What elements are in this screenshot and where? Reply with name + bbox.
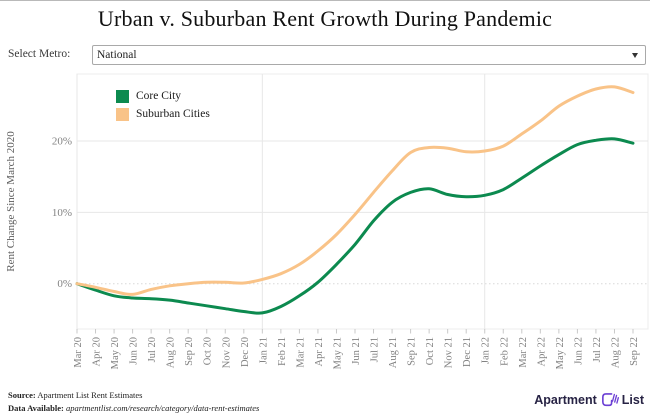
legend-item-core-city: Core City bbox=[116, 87, 210, 105]
x-tick-label: Sep 21 bbox=[407, 337, 418, 366]
x-tick-label: Aug 20 bbox=[166, 337, 177, 368]
source-label: Source: bbox=[8, 390, 36, 400]
chart-legend: Core City Suburban Cities bbox=[116, 87, 210, 123]
x-tick-label: Feb 21 bbox=[277, 337, 288, 366]
x-tick-label: May 21 bbox=[332, 337, 343, 369]
metro-select[interactable]: National bbox=[92, 45, 646, 65]
x-tick-label: Nov 21 bbox=[444, 337, 455, 368]
x-tick-label: Jul 20 bbox=[147, 337, 158, 362]
x-tick-label: Sep 20 bbox=[184, 337, 195, 366]
x-tick-label: Jan 21 bbox=[258, 337, 269, 364]
legend-item-suburban-cities: Suburban Cities bbox=[116, 105, 210, 123]
x-tick-label: Mar 20 bbox=[73, 337, 84, 368]
logo-text-apartment: Apartment bbox=[534, 393, 597, 407]
y-tick-label: 10% bbox=[52, 207, 72, 219]
x-tick-label: Jun 22 bbox=[573, 337, 584, 365]
data-available-line: Data Available: apartmentlist.com/resear… bbox=[8, 402, 259, 415]
x-tick-label: Dec 21 bbox=[462, 337, 473, 367]
x-tick-label: Jun 20 bbox=[129, 337, 140, 365]
x-tick-label: Dec 20 bbox=[240, 337, 251, 367]
apartment-list-door-icon bbox=[601, 393, 619, 407]
x-tick-label: Mar 22 bbox=[518, 337, 529, 368]
x-tick-label: Jul 22 bbox=[592, 337, 603, 362]
x-tick-label: Jun 21 bbox=[351, 337, 362, 365]
y-tick-label: 0% bbox=[57, 278, 72, 290]
x-tick-label: Jul 21 bbox=[370, 337, 381, 362]
x-tick-label: May 20 bbox=[110, 337, 121, 369]
core-city-line bbox=[75, 137, 635, 315]
x-tick-label: Apr 22 bbox=[536, 337, 547, 366]
metro-select-value: National bbox=[97, 49, 137, 61]
x-tick-label: Aug 22 bbox=[610, 337, 621, 368]
select-metro-label: Select Metro: bbox=[8, 48, 71, 60]
legend-label: Suburban Cities bbox=[136, 108, 210, 120]
x-tick-label: Mar 21 bbox=[295, 337, 306, 368]
x-tick-label: May 22 bbox=[555, 337, 566, 369]
x-tick-label: Aug 21 bbox=[388, 337, 399, 368]
chart-footer: Source: Apartment List Rent Estimates Da… bbox=[8, 389, 259, 414]
legend-label: Core City bbox=[136, 90, 182, 102]
x-tick-label: Feb 22 bbox=[499, 337, 510, 366]
x-tick-label: Nov 20 bbox=[221, 337, 232, 368]
suburban-cities-swatch bbox=[116, 107, 129, 121]
dropdown-caret-icon bbox=[632, 53, 638, 58]
x-tick-label: Oct 20 bbox=[203, 337, 214, 365]
x-tick-label: Jan 22 bbox=[481, 337, 492, 364]
suburban-cities-line bbox=[75, 85, 635, 296]
page-title: Urban v. Suburban Rent Growth During Pan… bbox=[97, 6, 553, 31]
source-text: Apartment List Rent Estimates bbox=[35, 390, 143, 400]
data-available-text: apartmentlist.com/research/category/data… bbox=[63, 402, 260, 413]
x-tick-label: Apr 21 bbox=[314, 337, 325, 366]
x-tick-label: Sep 22 bbox=[629, 337, 640, 366]
rent-growth-chart: 0% 10% 20% Mar 20 Apr 20 May 20 Jun 20 Jul 20 Au… bbox=[5, 73, 649, 369]
data-available-label: Data Available: bbox=[8, 402, 64, 413]
y-axis-title: Rent Change Since March 2020 bbox=[5, 131, 17, 272]
source-line: Source: Apartment List Rent Estimates bbox=[8, 389, 259, 402]
logo-text-list: List bbox=[621, 393, 644, 407]
apartment-list-logo: Apartment List bbox=[534, 391, 644, 409]
x-tick-label: Oct 21 bbox=[425, 337, 436, 365]
y-tick-label: 20% bbox=[52, 136, 72, 148]
x-tick-label: Apr 20 bbox=[92, 337, 103, 366]
core-city-swatch bbox=[116, 89, 129, 103]
